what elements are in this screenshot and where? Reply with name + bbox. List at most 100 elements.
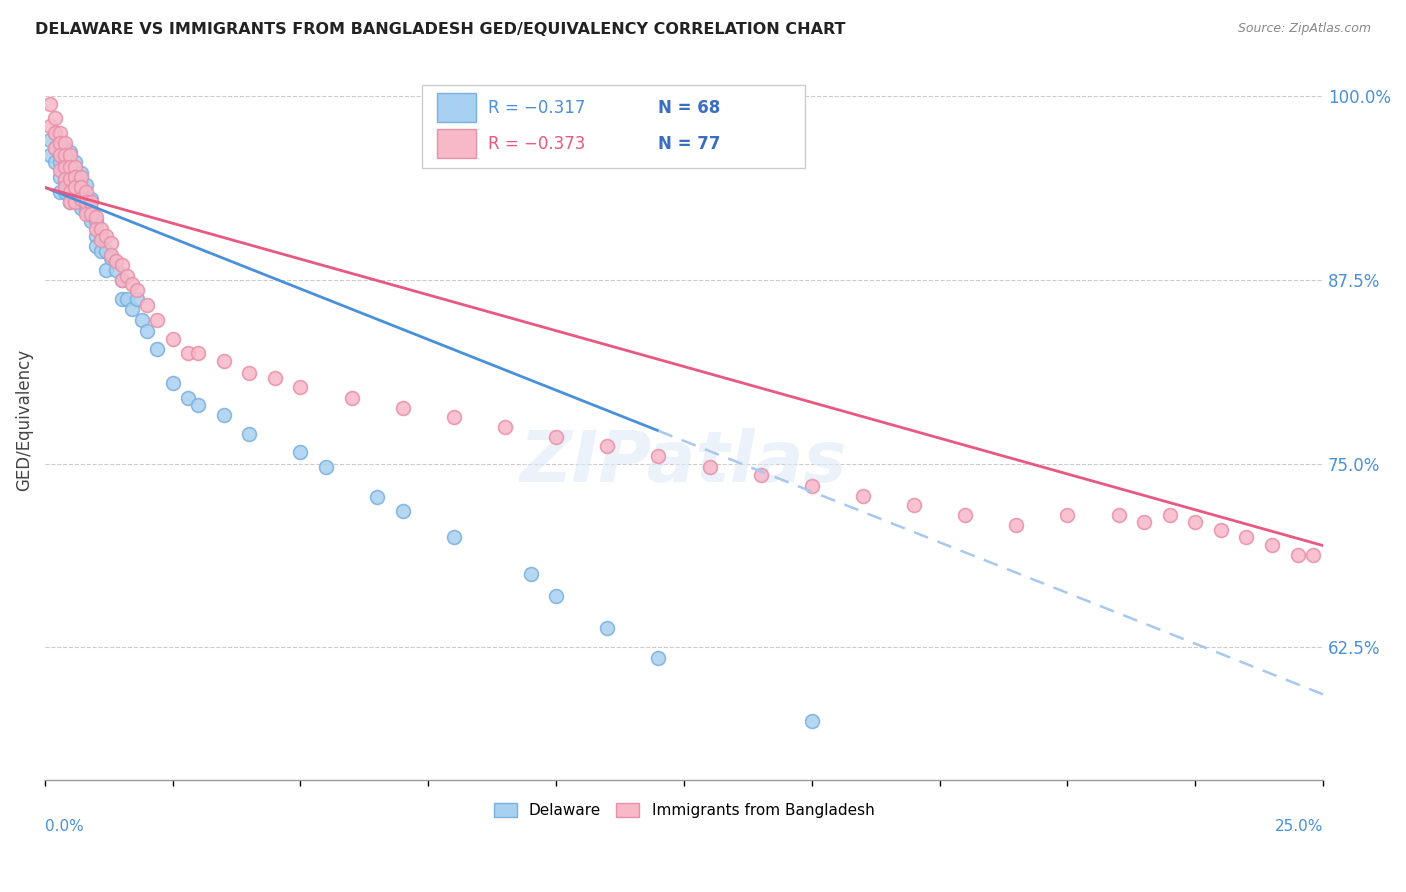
Point [96, 244, 118, 258]
Text: 0.0%: 0.0% [45, 819, 83, 834]
Y-axis label: GED/Equivalency: GED/Equivalency [15, 349, 32, 491]
Point [136, 298, 159, 312]
Point [391, 401, 413, 415]
Point [75, 207, 97, 221]
Point [59, 155, 82, 169]
Point [162, 376, 184, 390]
Point [84, 210, 107, 224]
Point [177, 346, 200, 360]
Text: N = 68: N = 68 [658, 99, 721, 117]
Point [953, 508, 976, 522]
Point [110, 273, 132, 287]
Point [59, 145, 82, 160]
Point [69, 178, 91, 192]
Point [69, 170, 91, 185]
Point [96, 262, 118, 277]
Point [49, 170, 72, 185]
Point [110, 292, 132, 306]
Point [290, 380, 312, 394]
Point [75, 203, 97, 218]
Point [49, 185, 72, 199]
Legend: Delaware, Immigrants from Bangladesh: Delaware, Immigrants from Bangladesh [486, 796, 882, 826]
Point [80, 203, 103, 218]
Point [44, 141, 66, 155]
Point [187, 346, 209, 360]
Point [53, 185, 76, 199]
Point [238, 427, 260, 442]
Text: Source: ZipAtlas.com: Source: ZipAtlas.com [1237, 22, 1371, 36]
Point [1133, 516, 1156, 530]
Point [238, 366, 260, 380]
Point [366, 491, 388, 505]
Point [59, 160, 82, 174]
Bar [437, 94, 475, 122]
Point [105, 262, 128, 277]
Point [115, 268, 138, 283]
Point [49, 136, 72, 151]
Point [65, 166, 87, 180]
Point [59, 185, 82, 199]
Point [84, 221, 107, 235]
Point [65, 175, 87, 189]
Point [80, 195, 103, 210]
Point [125, 292, 148, 306]
Point [53, 136, 76, 151]
Point [647, 650, 669, 665]
Point [84, 228, 107, 243]
Point [146, 342, 169, 356]
Point [53, 173, 76, 187]
Point [90, 228, 112, 243]
Point [49, 148, 72, 162]
Point [49, 162, 72, 177]
Text: N = 77: N = 77 [658, 135, 721, 153]
Point [546, 589, 568, 603]
Point [264, 371, 287, 385]
Bar [437, 129, 475, 158]
Text: 25.0%: 25.0% [1275, 819, 1323, 834]
Point [75, 178, 97, 192]
Point [80, 214, 103, 228]
Point [53, 160, 76, 174]
Point [80, 192, 103, 206]
Point [136, 325, 159, 339]
Point [125, 283, 148, 297]
Point [53, 151, 76, 165]
Point [80, 207, 103, 221]
Point [177, 391, 200, 405]
Point [131, 312, 153, 326]
Point [90, 221, 112, 235]
Point [75, 195, 97, 210]
Point [1261, 537, 1284, 551]
Point [1302, 548, 1324, 562]
Point [290, 445, 312, 459]
Point [53, 171, 76, 186]
Point [39, 133, 62, 147]
Point [44, 155, 66, 169]
Point [340, 391, 363, 405]
Text: R = −0.373: R = −0.373 [488, 135, 586, 153]
Point [212, 408, 235, 422]
Point [44, 112, 66, 126]
Point [115, 292, 138, 306]
Point [59, 175, 82, 189]
Point [39, 96, 62, 111]
Point [69, 180, 91, 194]
Point [105, 254, 128, 268]
Point [1236, 530, 1258, 544]
Point [53, 141, 76, 155]
Point [65, 195, 87, 210]
Point [65, 170, 87, 185]
Point [65, 180, 87, 194]
Point [90, 233, 112, 247]
Point [75, 185, 97, 199]
Point [59, 148, 82, 162]
Point [84, 239, 107, 253]
Point [65, 185, 87, 199]
Point [1209, 523, 1232, 537]
Point [49, 126, 72, 140]
Point [647, 450, 669, 464]
Point [59, 195, 82, 210]
Point [59, 166, 82, 180]
Point [59, 195, 82, 210]
Point [1286, 548, 1309, 562]
